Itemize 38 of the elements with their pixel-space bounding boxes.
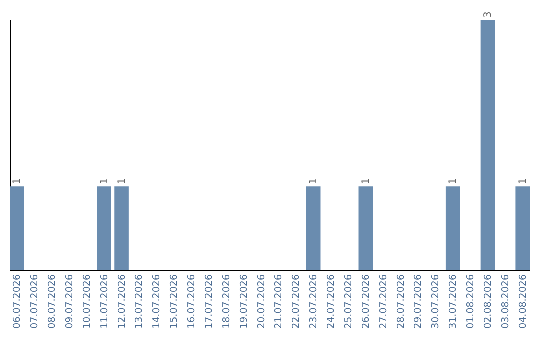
x-tick-label: 29.07.2026 bbox=[413, 274, 424, 329]
x-tick-label: 27.07.2026 bbox=[378, 274, 390, 329]
x-tick-label: 23.07.2026 bbox=[308, 274, 320, 329]
x-tick-label: 01.08.2026 bbox=[466, 274, 477, 329]
x-tick-label: 24.07.2026 bbox=[326, 274, 338, 329]
data-label: 1 bbox=[518, 178, 529, 185]
data-label: 3 bbox=[482, 12, 494, 18]
data-label: 1 bbox=[360, 178, 372, 185]
x-tick-label: 30.07.2026 bbox=[430, 274, 442, 329]
x-tick-label: 03.08.2026 bbox=[500, 274, 512, 329]
x-tick-label: 15.07.2026 bbox=[169, 274, 180, 329]
x-tick-label: 12.07.2026 bbox=[116, 274, 128, 329]
x-tick-label: 31.07.2026 bbox=[448, 274, 460, 329]
data-label: 1 bbox=[12, 178, 24, 185]
data-label: 1 bbox=[448, 178, 460, 185]
x-tick-label: 20.07.2026 bbox=[256, 274, 268, 329]
x-tick-label: 19.07.2026 bbox=[238, 274, 250, 329]
data-label: 1 bbox=[99, 178, 110, 185]
x-tick-label: 06.07.2026 bbox=[12, 274, 24, 329]
x-tick-label: 16.07.2026 bbox=[186, 274, 198, 329]
data-label: 1 bbox=[308, 178, 320, 185]
x-tick-label: 08.07.2026 bbox=[47, 274, 58, 329]
x-tick-label: 13.07.2026 bbox=[134, 274, 146, 329]
x-tick-label: 14.07.2026 bbox=[152, 274, 163, 329]
x-tick-label: 02.08.2026 bbox=[482, 274, 494, 329]
x-tick-label: 18.07.2026 bbox=[221, 274, 232, 329]
data-label: 1 bbox=[116, 178, 128, 185]
x-tick-label: 28.07.2026 bbox=[396, 274, 407, 329]
x-tick-label: 11.07.2026 bbox=[99, 274, 110, 329]
x-tick-label: 09.07.2026 bbox=[64, 274, 76, 329]
x-tick-label: 21.07.2026 bbox=[274, 274, 285, 329]
x-tick-label: 17.07.2026 bbox=[204, 274, 215, 329]
x-tick-label: 04.08.2026 bbox=[518, 274, 529, 329]
x-tick-label: 25.07.2026 bbox=[343, 274, 354, 329]
x-tick-label: 07.07.2026 bbox=[30, 274, 41, 329]
x-tick-label: 22.07.2026 bbox=[291, 274, 302, 329]
x-tick-label: 10.07.2026 bbox=[82, 274, 93, 329]
x-tick-label: 26.07.2026 bbox=[360, 274, 372, 329]
